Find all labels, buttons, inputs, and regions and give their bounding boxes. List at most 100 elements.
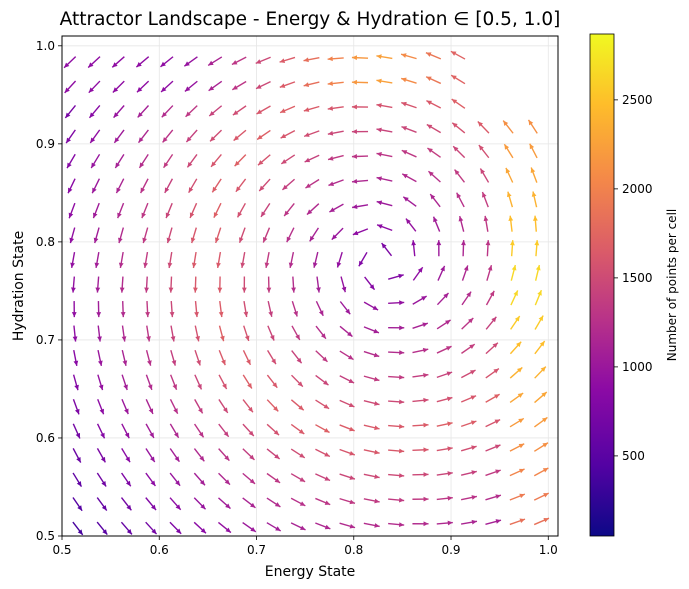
arrow-head (217, 287, 223, 293)
arrow-head (323, 380, 329, 386)
arrow-head (214, 237, 220, 243)
y-tick-label: 0.5 (36, 529, 55, 543)
arrow-head (274, 477, 281, 483)
arrow-head (216, 262, 221, 268)
arrow-head (198, 407, 203, 414)
arrow-head (141, 212, 146, 219)
arrow-head (137, 112, 143, 118)
arrow-head (249, 478, 256, 484)
arrow-head (519, 493, 525, 499)
arrow-head (318, 310, 324, 316)
arrow-head (175, 504, 181, 510)
arrow-head (126, 504, 132, 511)
arrow-head (193, 287, 198, 293)
arrow-head (136, 62, 142, 68)
arrow-head (64, 62, 70, 68)
arrow-head (190, 237, 196, 244)
arrow-head (423, 397, 429, 403)
arrow-head (74, 384, 79, 391)
arrow-head (98, 384, 104, 391)
arrow-head (349, 499, 355, 505)
arrow-head (514, 316, 520, 322)
arrow-head (69, 237, 75, 244)
plot-area (62, 36, 558, 536)
arrow-head (237, 211, 243, 218)
arrow-head (450, 51, 457, 56)
arrow-head (401, 53, 407, 58)
arrow-head (399, 374, 405, 380)
arrow-head (349, 475, 355, 480)
arrow-head (199, 479, 205, 486)
arrow-head (516, 341, 522, 348)
arrow-head (447, 421, 453, 427)
arrow-head (117, 212, 122, 219)
arrow-head (224, 479, 230, 485)
arrow-head (403, 196, 409, 202)
arrow-head (303, 107, 310, 112)
arrow-head (174, 456, 180, 462)
arrow-head (456, 192, 462, 199)
arrow-head (138, 137, 144, 143)
arrow-head (211, 161, 217, 167)
arrow-head (102, 529, 108, 535)
arrow-head (125, 480, 131, 487)
arrow-head (427, 148, 433, 153)
arrow-head (543, 517, 549, 523)
arrow-head (351, 79, 357, 85)
plot-border (61, 35, 559, 537)
arrow-head (483, 215, 489, 222)
arrow-head (518, 443, 525, 449)
arrow-head (306, 209, 313, 215)
arrow-head (200, 528, 206, 534)
arrow-head (118, 237, 123, 244)
arrow-head (542, 467, 549, 473)
arrow-head (126, 529, 132, 535)
arrow-head (91, 162, 96, 169)
arrow-head (470, 370, 476, 375)
arrow-head (463, 265, 469, 271)
arrow-head (232, 110, 239, 116)
arrow-head (451, 99, 458, 104)
arrow-head (173, 408, 178, 414)
arrow-head (274, 453, 280, 459)
arrow-head (250, 502, 256, 508)
arrow-head (151, 528, 157, 535)
arrow-head (327, 130, 334, 136)
arrow-head (345, 308, 351, 315)
arrow-head (286, 236, 292, 243)
arrow-head (447, 471, 453, 476)
arrow-head (249, 454, 255, 460)
arrow-head (120, 312, 126, 318)
arrow-head (140, 187, 146, 194)
arrow-head (264, 262, 270, 268)
arrow-head (118, 262, 124, 268)
arrow-head (471, 445, 477, 451)
arrow-head (327, 56, 333, 62)
arrow-head (279, 58, 286, 63)
colorbar (589, 33, 615, 537)
arrow-head (423, 422, 429, 428)
arrow-head (113, 112, 119, 118)
colorbar-tick-label: 1000 (622, 360, 653, 374)
arrow-head (208, 60, 214, 66)
arrow-head (273, 406, 279, 412)
arrow-head (93, 237, 99, 244)
arrow-head (268, 311, 273, 317)
arrow-head (123, 384, 128, 390)
arrow-head (471, 470, 477, 475)
arrow-head (470, 420, 477, 426)
arrow-head (447, 495, 453, 501)
arrow-head (65, 112, 71, 118)
arrow-head (175, 528, 182, 534)
arrow-head (94, 262, 100, 268)
arrow-head (422, 347, 429, 353)
arrow-head (145, 312, 150, 318)
x-tick-label: 0.8 (344, 543, 363, 557)
arrow-head (426, 124, 433, 130)
arrow-head (376, 152, 382, 157)
arrow-head (92, 212, 98, 219)
arrow-head (327, 105, 334, 111)
arrow-head (477, 121, 483, 127)
arrow-head (312, 262, 318, 268)
